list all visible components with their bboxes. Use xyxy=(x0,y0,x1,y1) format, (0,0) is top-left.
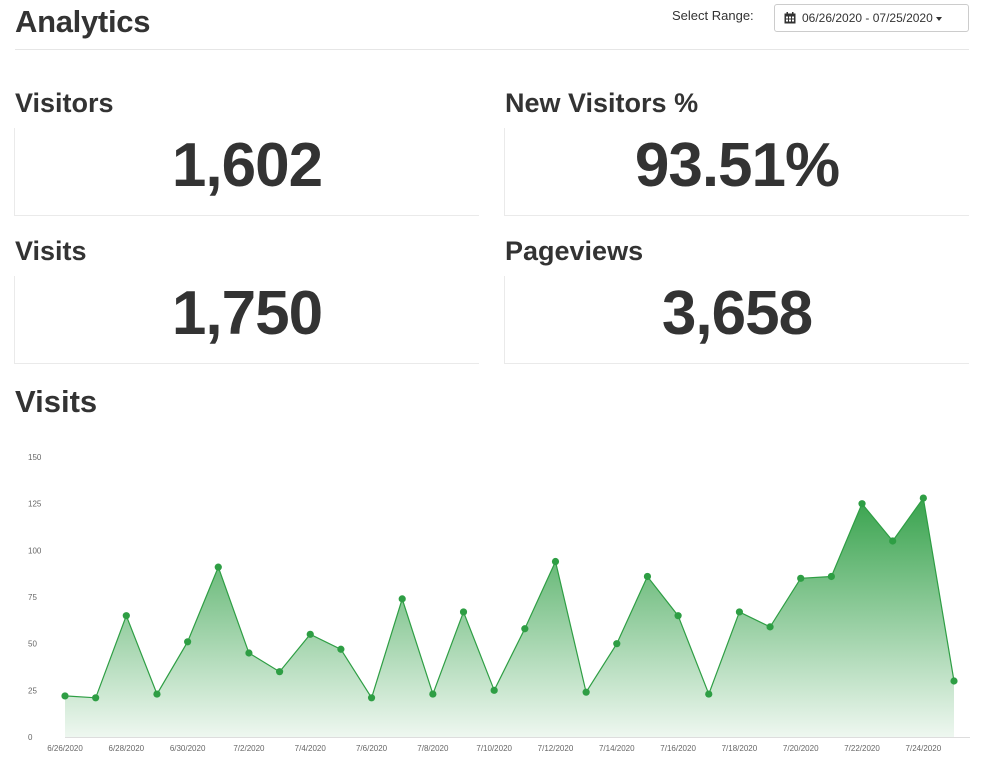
data-point[interactable] xyxy=(429,690,437,698)
x-tick-label: 7/20/2020 xyxy=(783,744,819,753)
data-point[interactable] xyxy=(766,623,774,631)
data-point[interactable] xyxy=(459,608,468,616)
y-tick-label: 150 xyxy=(28,453,42,462)
data-point[interactable] xyxy=(950,677,958,685)
data-point[interactable] xyxy=(61,692,69,700)
data-point[interactable] xyxy=(153,690,161,698)
data-point[interactable] xyxy=(398,595,406,603)
chart-title: Visits xyxy=(15,384,98,419)
pageviews-value: 3,658 xyxy=(661,279,813,348)
x-tick-label: 7/12/2020 xyxy=(538,744,574,753)
y-tick-label: 0 xyxy=(28,733,33,742)
visits-chart: 0 25 50 75 100 125 150 6/26/2020 6/28/2020 6/30/… xyxy=(28,453,970,753)
data-point[interactable] xyxy=(919,494,927,502)
new-visitors-value: 93.51% xyxy=(634,131,840,200)
x-tick-label: 6/28/2020 xyxy=(109,744,145,753)
date-range-picker[interactable]: 06/26/2020 - 07/25/2020 xyxy=(774,4,969,32)
new-visitors-card: 93.51% xyxy=(504,128,969,216)
x-tick-label: 6/26/2020 xyxy=(47,744,83,753)
y-tick-label: 125 xyxy=(28,500,42,509)
x-tick-label: 7/14/2020 xyxy=(599,744,635,753)
visits-line xyxy=(64,496,955,700)
visitors-label: Visitors xyxy=(15,88,114,118)
caret-down-icon xyxy=(935,16,942,21)
visits-area xyxy=(65,498,954,737)
data-point[interactable] xyxy=(613,640,621,648)
x-axis: 6/26/2020 6/28/2020 6/30/2020 7/2/2020 7/4/2… xyxy=(47,744,941,753)
visits-label: Visits xyxy=(15,236,87,266)
data-point[interactable] xyxy=(858,500,866,508)
y-tick-label: 75 xyxy=(28,593,37,602)
data-point[interactable] xyxy=(643,572,652,581)
x-tick-label: 7/4/2020 xyxy=(295,744,327,753)
date-range-value: 06/26/2020 - 07/25/2020 xyxy=(802,11,933,25)
range-label: Select Range: xyxy=(672,8,754,23)
page-title: Analytics xyxy=(15,4,151,39)
x-tick-label: 7/24/2020 xyxy=(906,744,942,753)
data-point[interactable] xyxy=(367,694,376,702)
x-tick-label: 7/10/2020 xyxy=(476,744,512,753)
y-tick-label: 50 xyxy=(28,640,37,649)
data-point[interactable] xyxy=(735,608,744,616)
data-point[interactable] xyxy=(122,612,130,620)
calendar-icon xyxy=(784,12,796,24)
data-point[interactable] xyxy=(889,537,897,545)
x-tick-label: 7/16/2020 xyxy=(660,744,696,753)
data-point[interactable] xyxy=(214,563,222,571)
x-tick-label: 7/22/2020 xyxy=(844,744,880,753)
data-point[interactable] xyxy=(275,668,284,676)
y-axis: 0 25 50 75 100 125 150 xyxy=(28,453,970,742)
data-point[interactable] xyxy=(245,649,253,657)
data-point[interactable] xyxy=(674,612,682,620)
data-point[interactable] xyxy=(827,572,835,581)
pageviews-card: 3,658 xyxy=(504,276,969,364)
data-point[interactable] xyxy=(184,638,192,646)
y-tick-label: 25 xyxy=(28,686,37,695)
pageviews-label: Pageviews xyxy=(505,236,644,266)
visits-series xyxy=(61,494,958,737)
data-point[interactable] xyxy=(551,557,560,566)
new-visitors-label: New Visitors % xyxy=(505,88,699,118)
visits-card: 1,750 xyxy=(14,276,479,364)
visitors-value: 1,602 xyxy=(171,131,323,200)
y-tick-label: 100 xyxy=(28,546,42,555)
data-point[interactable] xyxy=(521,625,529,633)
data-point[interactable] xyxy=(337,645,345,653)
x-tick-label: 6/30/2020 xyxy=(170,744,206,753)
data-point[interactable] xyxy=(490,686,498,694)
x-tick-label: 7/6/2020 xyxy=(356,744,388,753)
visitors-card: 1,602 xyxy=(14,128,479,216)
x-tick-label: 7/8/2020 xyxy=(417,744,449,753)
header-divider xyxy=(15,49,969,50)
data-point[interactable] xyxy=(582,688,590,696)
data-point[interactable] xyxy=(797,574,805,582)
data-point[interactable] xyxy=(92,694,100,702)
data-point[interactable] xyxy=(306,630,314,638)
visits-value: 1,750 xyxy=(171,279,323,348)
x-tick-label: 7/18/2020 xyxy=(722,744,758,753)
data-point[interactable] xyxy=(705,690,713,698)
x-tick-label: 7/2/2020 xyxy=(233,744,265,753)
